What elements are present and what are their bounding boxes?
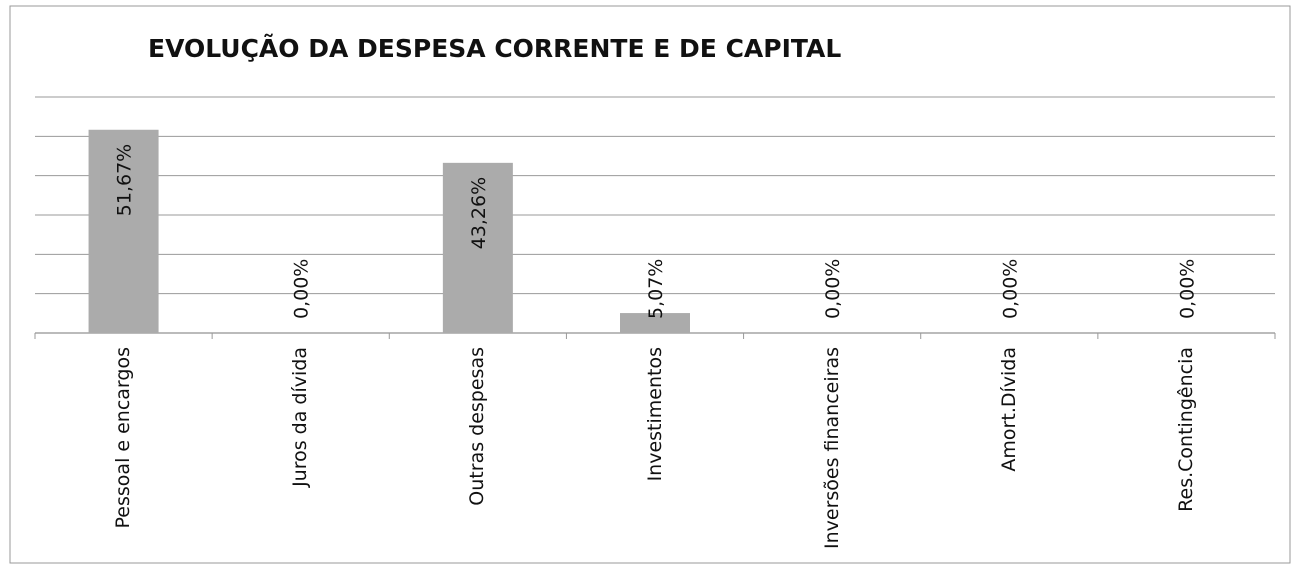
chart-title: EVOLUÇÃO DA DESPESA CORRENTE E DE CAPITA…: [148, 34, 841, 63]
data-label: 5,07%: [645, 259, 667, 319]
data-label: 0,00%: [291, 259, 313, 319]
data-label: 0,00%: [822, 259, 844, 319]
chart-frame: [9, 5, 1291, 564]
x-tick-label: Inversões financeiras: [820, 347, 843, 550]
data-label: 0,00%: [999, 259, 1021, 319]
bar: [442, 162, 513, 333]
x-tick-label: Res.Contingência: [1174, 347, 1197, 512]
bar: [88, 129, 159, 333]
data-label: 0,00%: [1176, 259, 1198, 319]
x-tick-label: Amort.Dívida: [997, 347, 1020, 472]
x-tick-label: Investimentos: [643, 347, 666, 482]
data-label: 43,26%: [468, 177, 490, 249]
x-tick-label: Juros da dívida: [289, 347, 312, 487]
bar: [620, 313, 690, 333]
x-tick-label: Outras despesas: [466, 347, 489, 506]
data-label: 51,67%: [114, 144, 136, 216]
x-tick-label: Pessoal e encargos: [112, 347, 135, 529]
